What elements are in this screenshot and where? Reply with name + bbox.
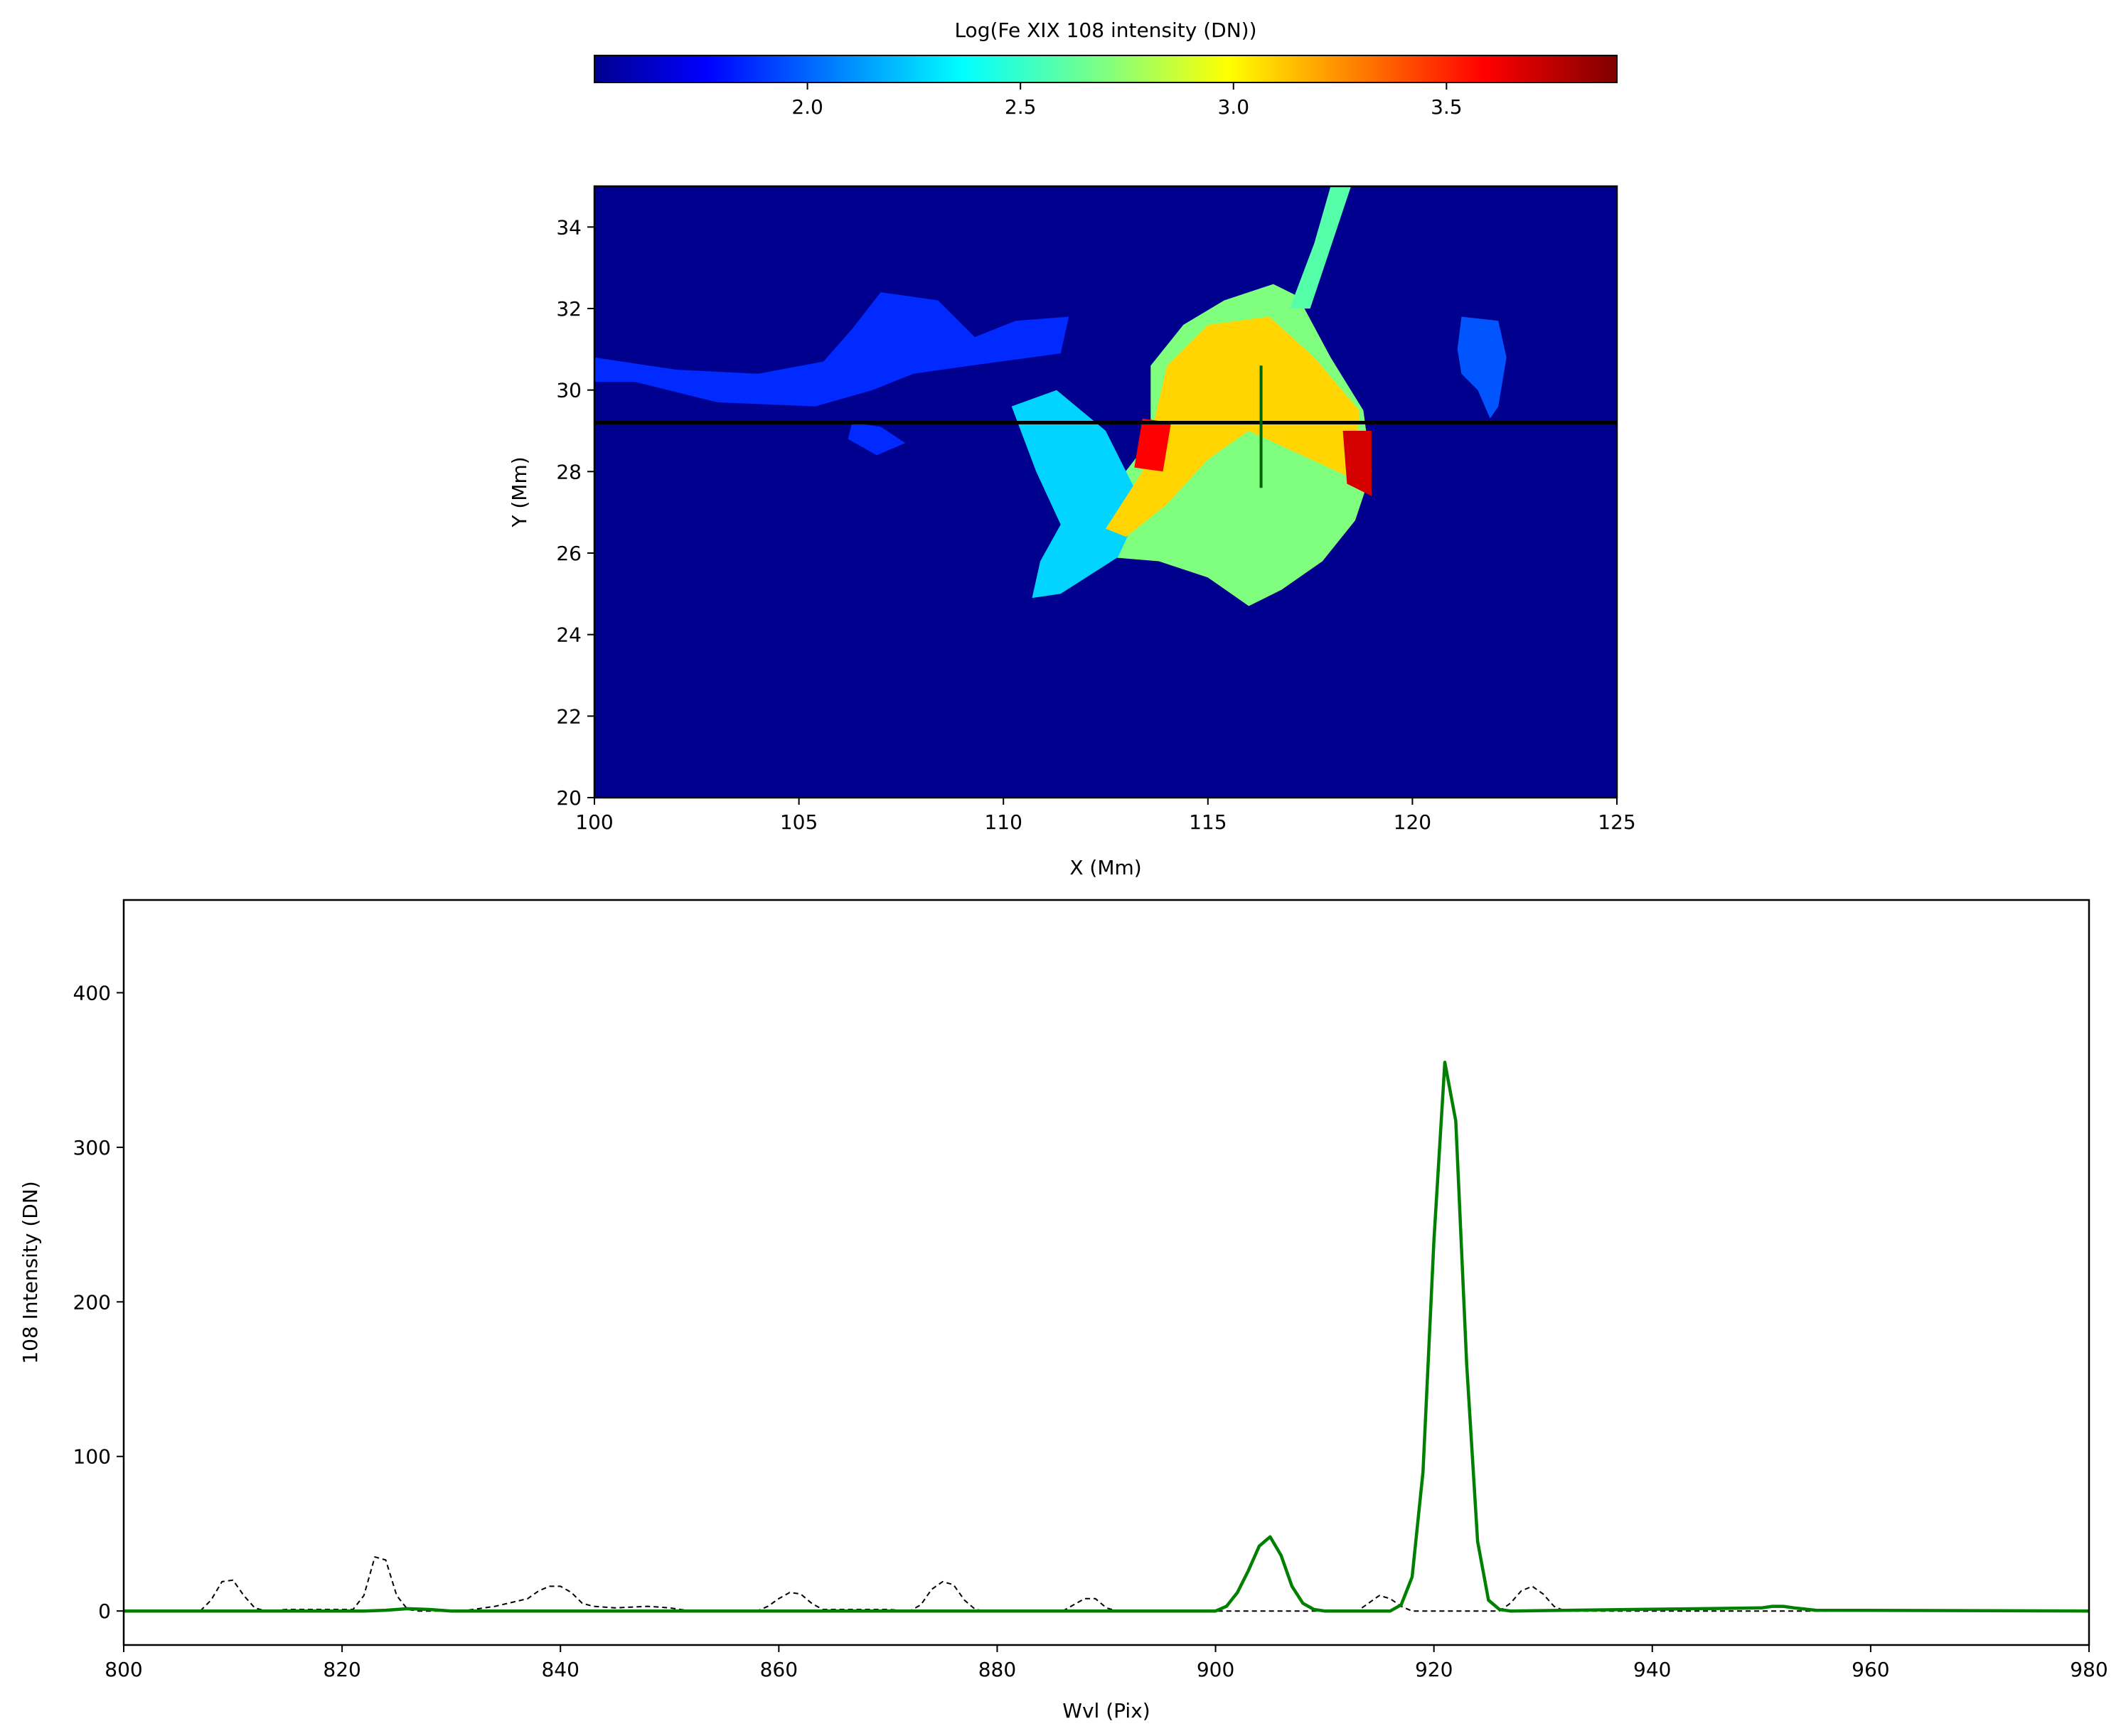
spectrum-x-ticks: 800 820 840 860 880 900 920 940 960 980: [105, 1645, 2108, 1681]
heatmap-y-axis-label: Y (Mm): [508, 456, 531, 527]
heatmap-y-tick-label: 24: [556, 623, 582, 647]
colorbar-tick-label: 3.5: [1431, 95, 1463, 119]
colorbar-tick-label: 2.5: [1005, 95, 1037, 119]
heatmap-y-tick-label: 22: [556, 704, 582, 728]
spectrum-x-tick-label: 800: [105, 1658, 142, 1681]
spectrum-y-tick-label: 0: [98, 1600, 111, 1623]
heatmap-x-tick-label: 105: [780, 810, 818, 834]
colorbar-tick-label: 3.0: [1217, 95, 1249, 119]
heatmap-region-right-blob: [1457, 316, 1507, 419]
spectrum-frame: [122, 899, 2090, 1646]
spectrum-y-tick-label: 300: [73, 1136, 111, 1159]
spectrum-y-tick-label: 400: [73, 981, 111, 1004]
heatmap-x-tick-label: 125: [1598, 810, 1635, 834]
spectrum-x-tick-label: 960: [1852, 1658, 1889, 1681]
spectrum-x-tick-label: 980: [2070, 1658, 2108, 1681]
heatmap-region-red-left: [1134, 418, 1171, 472]
spectrum-line-dashed: [124, 1556, 2089, 1612]
heatmap-region-left-band: [1011, 390, 1143, 599]
heatmap-panel: 100 105 110 115 120 125 20 22 24 26 28 30 32 34 X (M…: [508, 185, 1636, 879]
spectrum-x-tick-label: 920: [1415, 1658, 1453, 1681]
colorbar: Log(Fe XIX 108 intensity (DN)) 2.0 2.5 3.0…: [594, 18, 1618, 119]
spectrum-y-ticks: 0 100 200 300 400: [73, 981, 124, 1623]
spectrum-y-axis-label: 108 Intensity (DN): [18, 1181, 42, 1363]
spectrum-x-tick-label: 840: [541, 1658, 579, 1681]
spectrum-y-tick-label: 100: [73, 1445, 111, 1469]
spectrum-y-tick-label: 200: [73, 1290, 111, 1314]
heatmap-x-ticks: 100 105 110 115 120 125: [575, 798, 1636, 834]
spectrum-x-tick-label: 900: [1197, 1658, 1234, 1681]
heatmap-frame: [593, 185, 1618, 799]
heatmap-y-tick-label: 30: [556, 379, 582, 402]
crosshair: [594, 365, 1617, 488]
spectrum-x-tick-label: 940: [1633, 1658, 1671, 1681]
heatmap-y-tick-label: 20: [556, 786, 582, 810]
spectrum-x-tick-label: 880: [978, 1658, 1016, 1681]
heatmap-region-left-blob: [848, 422, 906, 456]
colorbar-tick-label: 2.0: [791, 95, 823, 119]
heatmap-x-tick-label: 110: [984, 810, 1022, 834]
heatmap-regions: [594, 186, 1507, 606]
colorbar-gradient: [594, 55, 1618, 83]
spectrum-lines: [124, 1061, 2090, 1613]
heatmap-x-axis-label: X (Mm): [1069, 856, 1141, 879]
heatmap-y-tick-label: 28: [556, 460, 582, 483]
colorbar-ticks: 2.0 2.5 3.0 3.5: [791, 82, 1463, 119]
heatmap-region-yellow-core: [1106, 316, 1360, 537]
heatmap-y-tick-label: 34: [556, 215, 582, 239]
heatmap-region-red-right: [1342, 431, 1372, 496]
colorbar-label: Log(Fe XIX 108 intensity (DN)): [954, 18, 1256, 42]
heatmap-region-top-spike: [1289, 186, 1352, 309]
heatmap-y-ticks: 20 22 24 26 28 30 32 34: [556, 215, 594, 810]
spectrum-x-tick-label: 860: [760, 1658, 798, 1681]
spectrum-x-tick-label: 820: [323, 1658, 360, 1681]
heatmap-x-tick-label: 115: [1189, 810, 1227, 834]
spectrum-panel: 800 820 840 860 880 900 920 940 960 980 0 100 200 30…: [18, 899, 2108, 1722]
heatmap-x-tick-label: 120: [1394, 810, 1431, 834]
heatmap-y-tick-label: 26: [556, 542, 582, 565]
heatmap-y-tick-label: 32: [556, 297, 582, 321]
heatmap-x-tick-label: 100: [575, 810, 613, 834]
spectrum-line-solid: [124, 1061, 2090, 1613]
spectrum-x-axis-label: Wvl (Pix): [1062, 1699, 1150, 1722]
heatmap-region-left-arc: [594, 292, 1069, 407]
